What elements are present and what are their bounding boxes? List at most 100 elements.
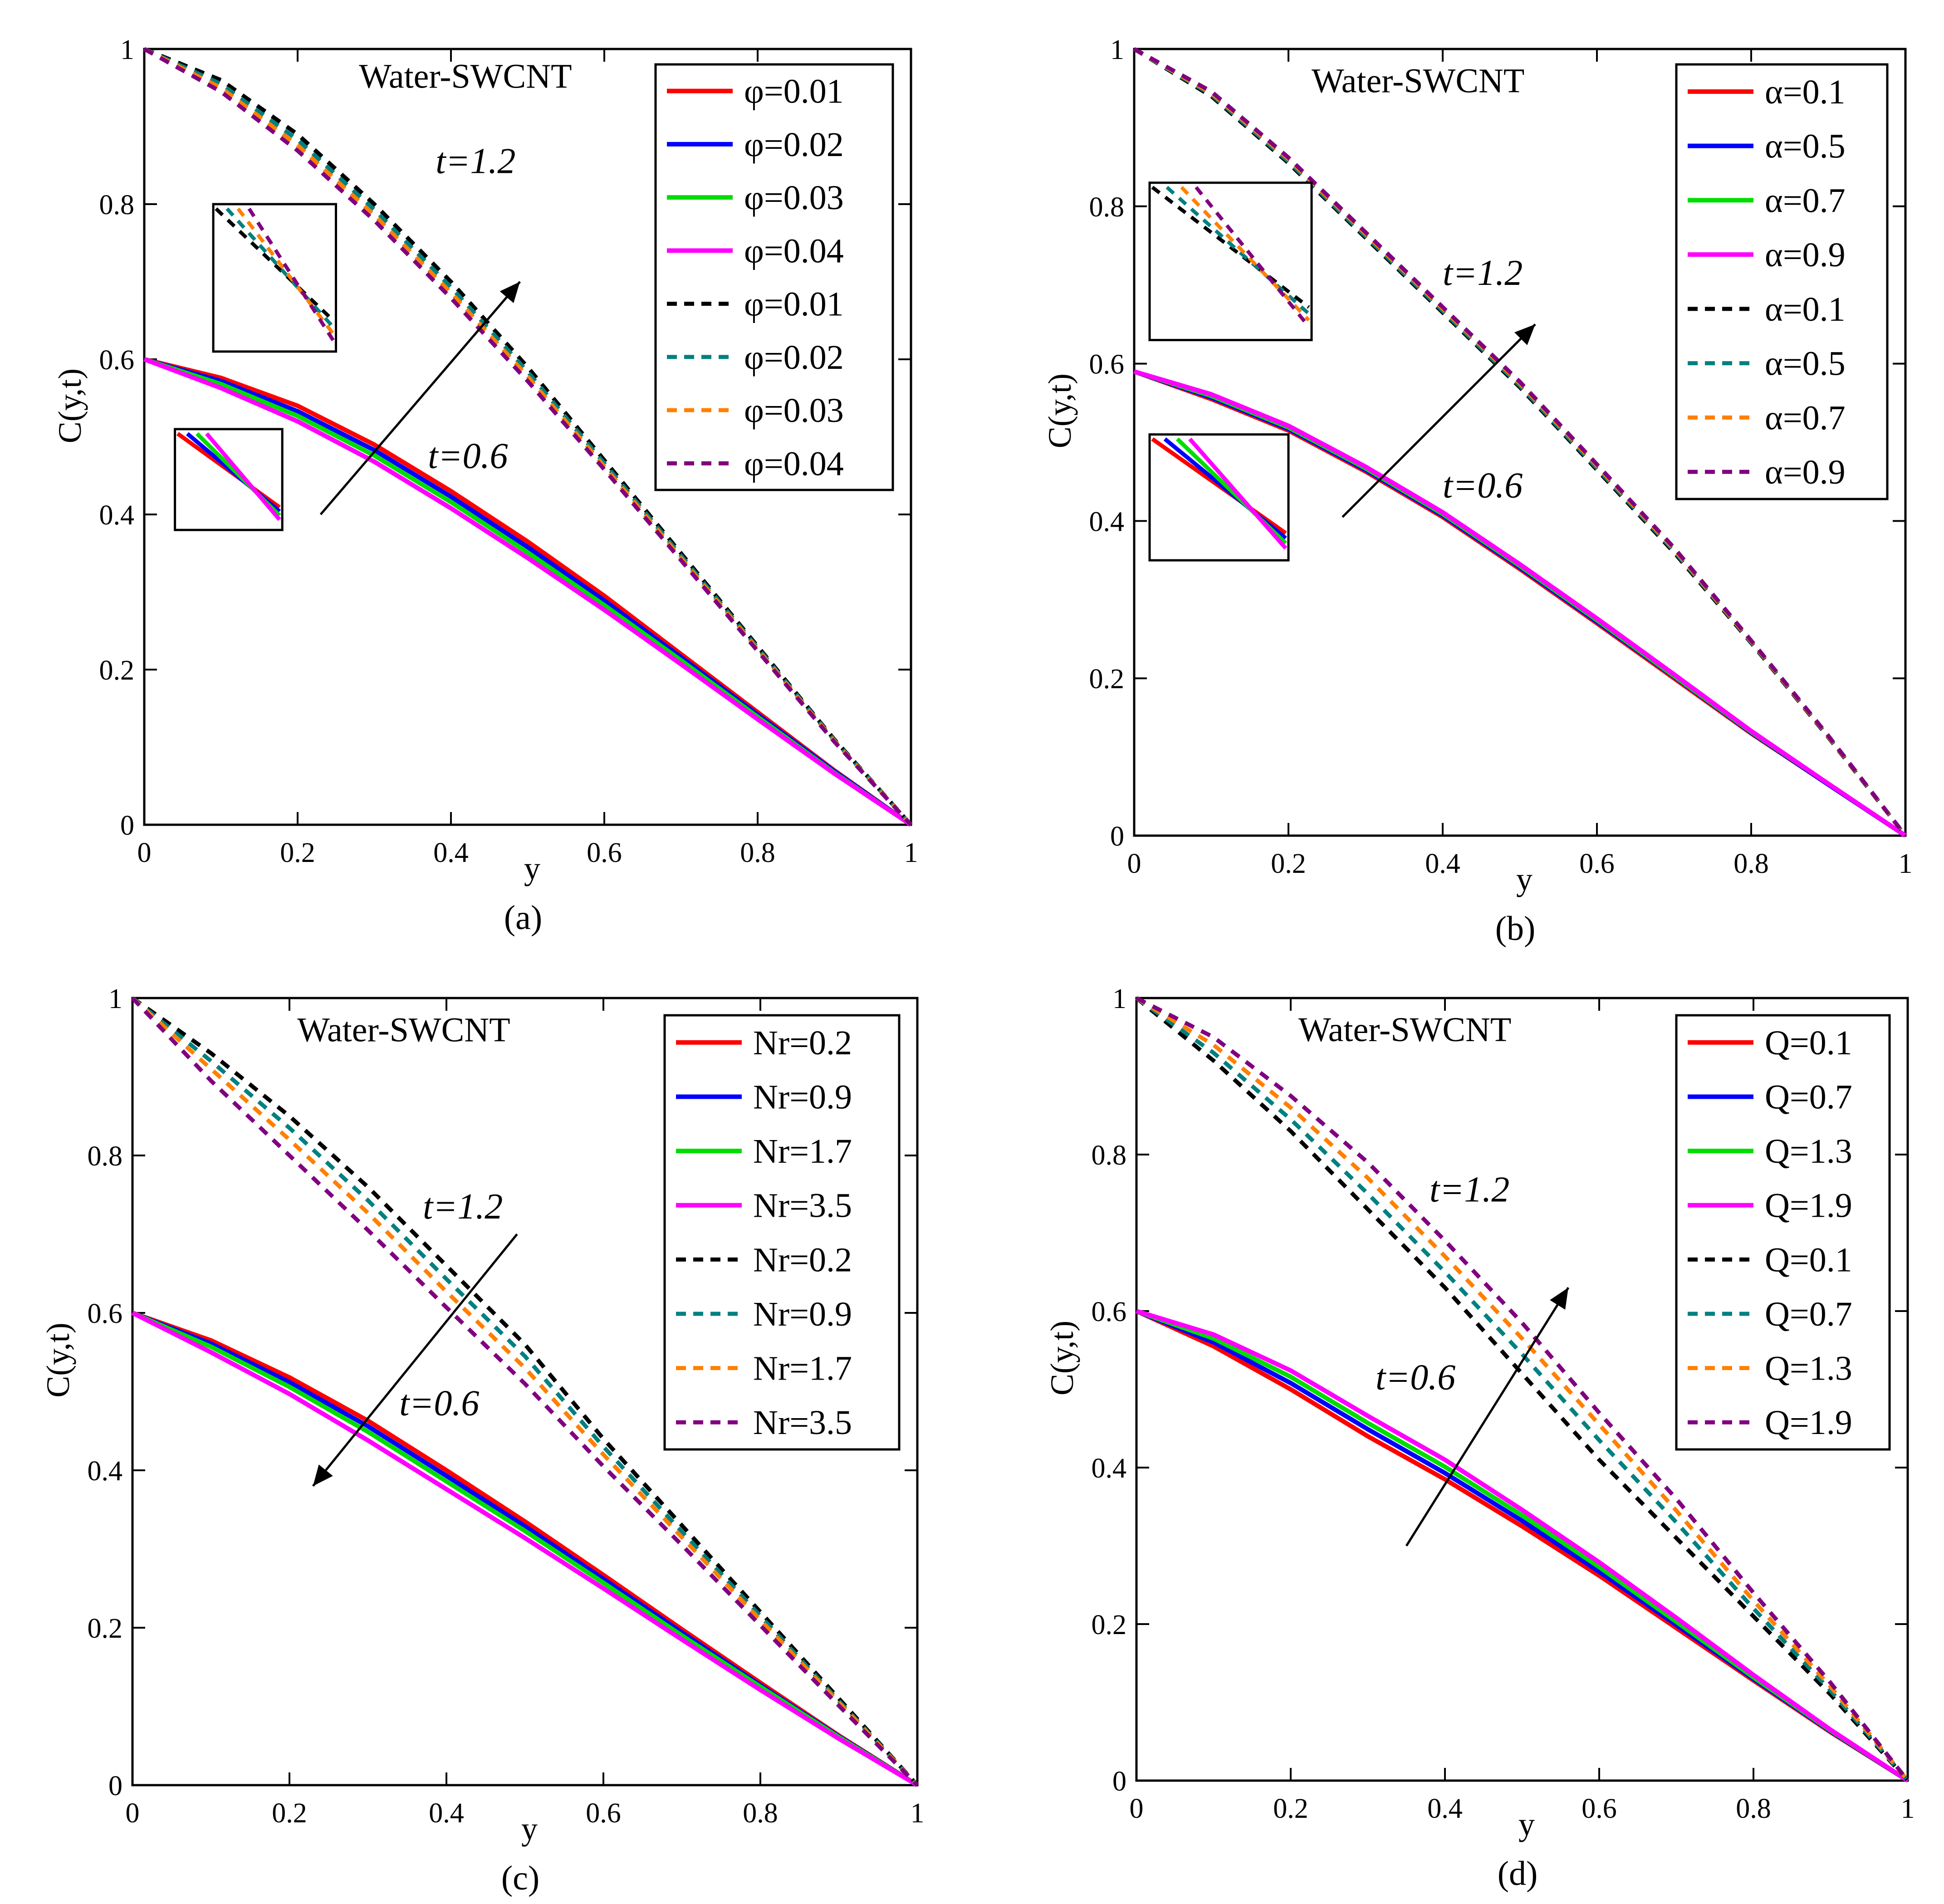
panel-label: (d) [1498,1855,1538,1893]
y-tick-label: 0.6 [99,345,135,376]
y-tick-label: 0.2 [1089,664,1125,695]
x-tick-label: 0.8 [740,837,775,868]
annotation-t12: t=1.2 [436,142,515,181]
x-tick-label: 0.6 [1579,848,1615,879]
legend-entry-6: α=0.5 [1765,345,1846,383]
annotation-t06: t=0.6 [1376,1358,1455,1398]
panel-label: (a) [504,899,542,937]
y-axis-label: C(y,t) [1044,1321,1080,1395]
y-tick-label: 0 [1110,821,1124,852]
x-axis-label: y [521,1811,538,1847]
zoom-inset-2 [1148,433,1290,562]
series-line-4 [1136,1309,1909,1783]
y-tick-label: 0.8 [1092,1140,1127,1171]
x-tick-label: 0.2 [280,837,315,868]
panel-label: (b) [1495,910,1536,948]
y-tick-label: 0.6 [1089,349,1125,380]
series-line-7 [1135,996,1910,1782]
inset-series-8 [1195,186,1311,328]
legend-entry-7: Q=1.3 [1765,1350,1852,1388]
panel-label: (c) [501,1859,539,1897]
legend-entry-5: φ=0.01 [744,285,844,323]
legend-entry-3: φ=0.03 [744,179,844,217]
zoom-inset-2 [174,428,284,531]
zoom-inset-1 [212,203,337,353]
y-tick-label: 0.8 [99,190,135,220]
legend-entry-2: α=0.5 [1765,127,1846,166]
annotation-t06: t=0.6 [399,1384,479,1424]
y-tick-label: 0.4 [1089,506,1125,537]
trend-arrow [1342,323,1536,518]
x-tick-label: 0 [137,837,152,868]
y-tick-label: 0 [1112,1766,1126,1797]
legend: Q=0.1 Q=0.7 Q=1.3 Q=1.9 Q=0.1 Q=0.7 Q=1.3 Q=1.9 [1675,1014,1891,1451]
x-tick-label: 0.4 [1427,1793,1463,1824]
y-tick-label: 0.6 [1092,1297,1127,1327]
legend-entry-8: φ=0.04 [744,445,844,483]
legend-entry-6: φ=0.02 [744,338,844,377]
series-line-7 [143,47,913,827]
annotation-t12: t=1.2 [423,1187,503,1227]
y-tick-label: 0.4 [99,500,135,531]
y-tick-label: 0.8 [1089,192,1125,223]
legend-entry-4: α=0.9 [1765,236,1846,274]
y-axis-label: C(y,t) [52,368,88,443]
chart-title: Water-SWCNT [359,58,572,96]
inset-frame [1148,181,1313,342]
legend-entry-2: φ=0.02 [744,126,844,164]
legend-entry-2: Q=0.7 [1765,1078,1852,1116]
trend-arrow [1405,1287,1570,1547]
legend-entry-2: Nr=0.9 [753,1078,852,1116]
chart-panel-d: 0 0.2 0.4 0.6 0.8 1 0 0.2 0.4 0.6 0.8 1 y C(y,t) (d) Wa… [1044,984,1915,1893]
legend-entry-5: α=0.1 [1765,290,1846,328]
x-tick-label: 0.2 [1273,1793,1308,1824]
x-tick-label: 0 [1130,1793,1144,1824]
series-line-4 [131,1311,919,1787]
chart-title: Water-SWCNT [1298,1011,1511,1049]
chart-panel-b: 0 0.2 0.4 0.6 0.8 1 0 0.2 0.4 0.6 0.8 1 y C(y,t) (b) Wa… [1042,34,1913,948]
legend-entry-7: φ=0.03 [744,392,844,430]
x-axis-label: y [524,850,540,886]
chart-panel-c: 0 0.2 0.4 0.6 0.8 1 0 0.2 0.4 0.6 0.8 1 y C(y,t) (c) Wa… [40,984,925,1897]
series-line-4 [1133,369,1907,838]
x-tick-label: 1 [911,1798,925,1829]
legend-box [654,63,894,491]
y-tick-label: 0.8 [88,1141,123,1172]
plot-frame [1135,997,1909,1782]
x-tick-label: 1 [1899,848,1913,879]
plot-frame [1133,48,1907,837]
legend-entry-4: φ=0.04 [744,232,844,270]
x-tick-label: 0.4 [429,1798,464,1829]
y-tick-label: 1 [108,984,122,1014]
x-tick-label: 0.8 [743,1798,778,1829]
y-tick-label: 0 [108,1771,122,1801]
inset-series-6 [225,207,335,328]
chart-title: Water-SWCNT [297,1011,510,1049]
legend-entry-3: Nr=1.7 [753,1132,852,1170]
y-axis-label: C(y,t) [1042,373,1078,448]
inset-series-5 [215,207,335,322]
legend: Nr=0.2 Nr=0.9 Nr=1.7 Nr=3.5 Nr=0.2 Nr=0.9 Nr=1… [663,1014,901,1451]
x-tick-label: 0.4 [1425,848,1460,879]
y-tick-label: 0.6 [88,1298,123,1329]
series-line-8 [143,47,913,827]
x-tick-label: 0.4 [433,837,469,868]
legend-entry-6: Q=0.7 [1765,1295,1852,1333]
y-tick-label: 0.4 [1092,1453,1127,1484]
annotation-t12: t=1.2 [1430,1170,1509,1210]
x-tick-label: 0.8 [1736,1793,1771,1824]
x-tick-label: 0 [126,1798,140,1829]
x-tick-label: 0.6 [587,837,622,868]
annotation-t06: t=0.6 [1443,465,1523,505]
y-tick-label: 0 [120,810,134,841]
legend-entry-5: Nr=0.2 [753,1241,852,1279]
x-tick-label: 0.2 [1271,848,1306,879]
series-line-5 [143,47,913,827]
series-line-6 [1135,996,1910,1782]
x-axis-label: y [1516,861,1533,897]
legend-entry-4: Nr=3.5 [753,1187,852,1225]
inset-series-5 [1151,186,1310,309]
legend-entry-1: α=0.1 [1765,73,1846,111]
legend-entry-3: α=0.7 [1765,181,1846,220]
legend-entry-8: α=0.9 [1765,453,1846,491]
